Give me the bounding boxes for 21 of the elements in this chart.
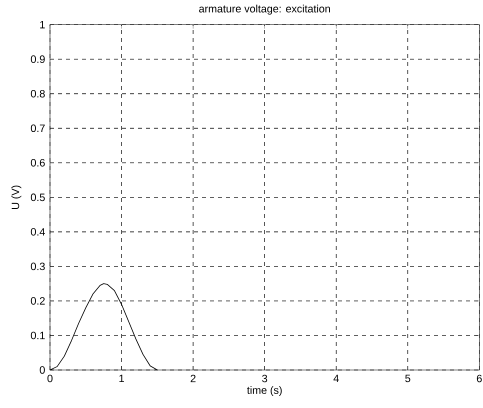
x-tick-label: 0 xyxy=(47,374,53,382)
x-axis-title: time (s) xyxy=(247,386,282,396)
y-tick-label: 0.9 xyxy=(30,55,45,63)
y-tick-label: 0.6 xyxy=(30,159,45,167)
chart-title: armature voltage: excitation xyxy=(199,4,330,15)
y-tick-label: 0.1 xyxy=(30,332,45,340)
x-tick-label: 1 xyxy=(119,374,124,382)
y-tick-label: 0.7 xyxy=(30,124,45,132)
y-tick-label: 0.8 xyxy=(30,90,45,98)
y-tick-label: 0.5 xyxy=(30,194,45,202)
x-tick-label: 2 xyxy=(190,374,196,382)
y-tick-label: 0.4 xyxy=(30,228,45,236)
y-tick-label: 0 xyxy=(40,366,45,374)
y-tick-label: 1 xyxy=(40,20,45,28)
y-tick-label: 0.3 xyxy=(30,262,45,270)
x-tick-label: 5 xyxy=(405,374,410,382)
x-tick-label: 4 xyxy=(334,374,339,382)
y-axis-title: U (V) xyxy=(11,186,22,209)
x-tick-label: 3 xyxy=(262,374,268,382)
y-tick-label: 0.2 xyxy=(30,297,45,305)
x-tick-label: 6 xyxy=(476,374,482,382)
